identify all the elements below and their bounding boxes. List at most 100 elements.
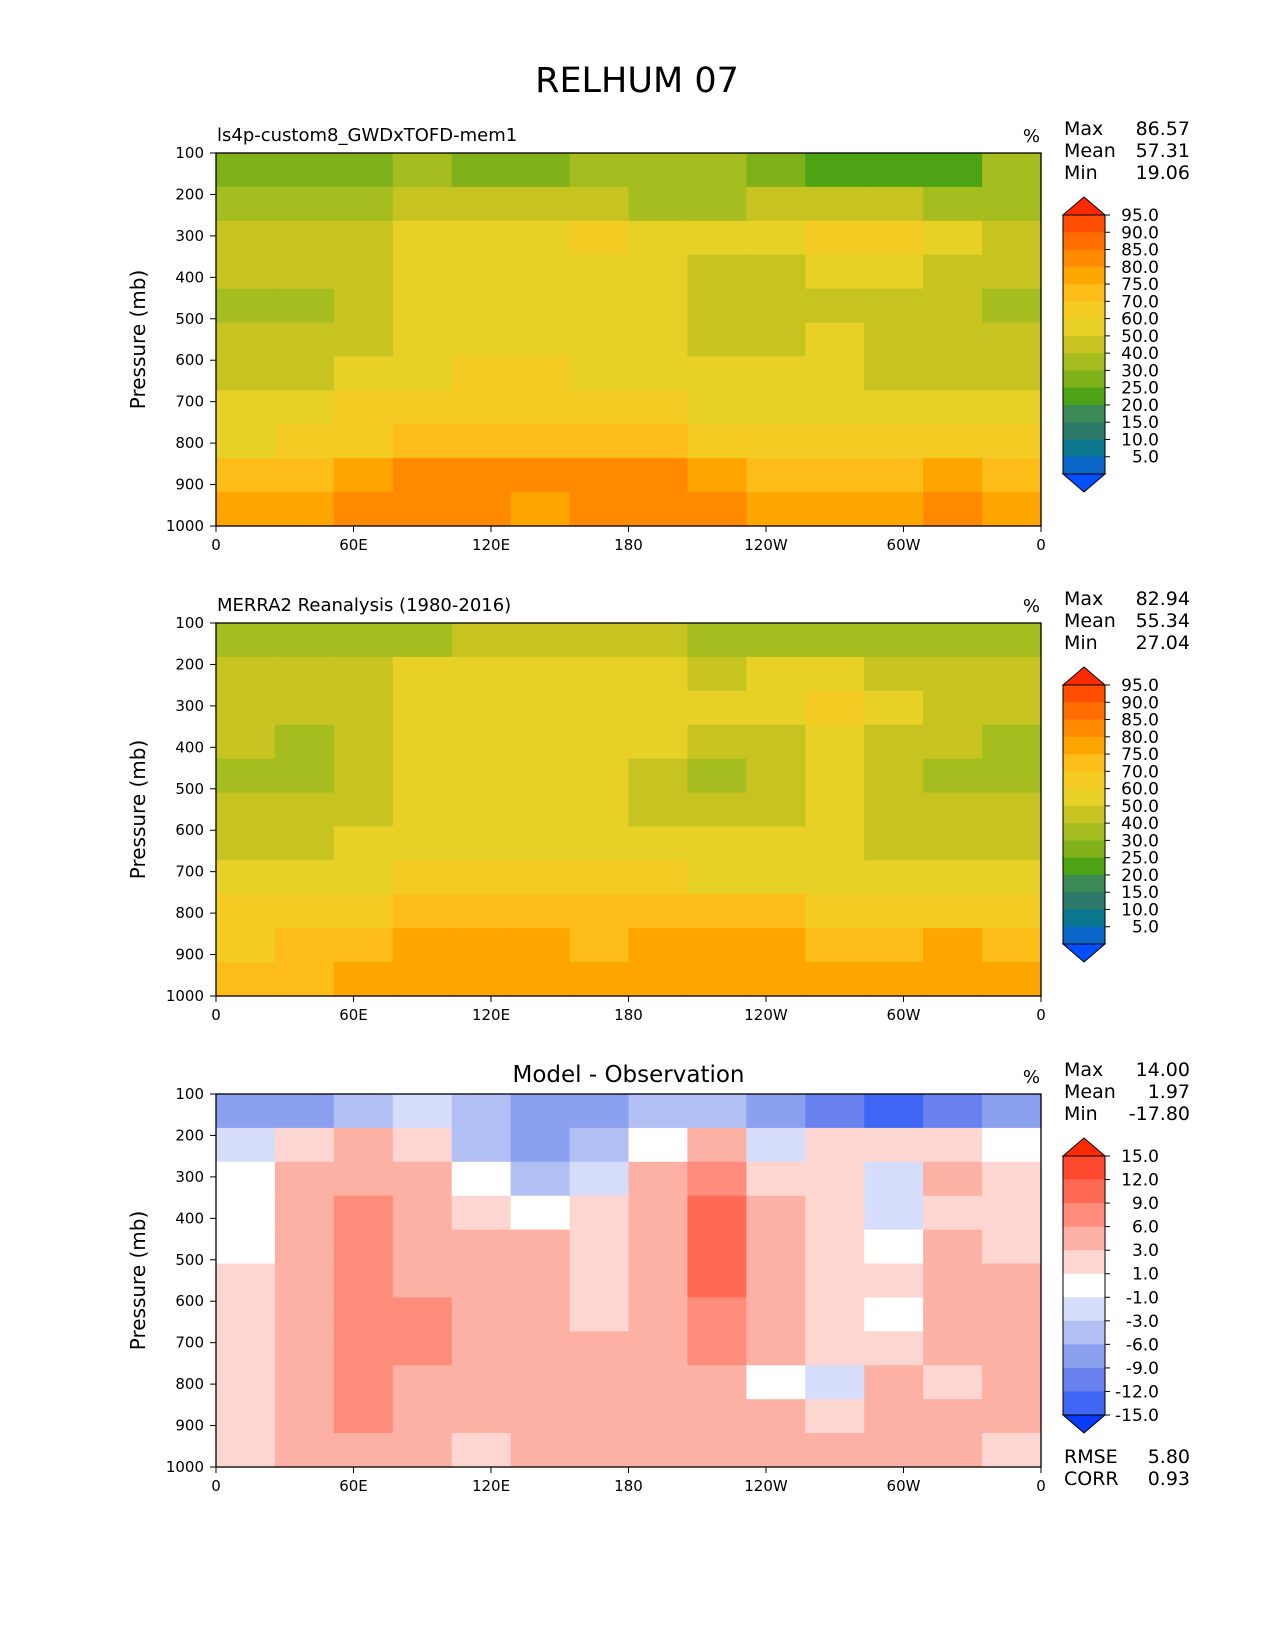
field-cell	[216, 186, 276, 222]
colorbar-swatch	[1063, 370, 1105, 389]
field-cell	[569, 322, 630, 358]
field-cell	[982, 220, 1042, 256]
field-cell	[274, 1433, 335, 1468]
field-cell	[451, 288, 512, 324]
colorbar-label: 80.0	[1121, 258, 1159, 278]
field-cell	[569, 1161, 630, 1197]
field-cell	[628, 153, 689, 188]
colorbar-label: 95.0	[1121, 676, 1159, 696]
field-cell	[746, 1161, 806, 1197]
field-cell	[864, 928, 924, 963]
colorbar-label: 15.0	[1121, 1147, 1159, 1167]
field-cell	[628, 1195, 689, 1231]
field-cell	[805, 656, 865, 692]
field-cells	[216, 153, 1042, 527]
field-cell	[746, 928, 806, 963]
field-cell	[746, 894, 806, 929]
y-tick-label: 600	[175, 1292, 204, 1310]
units-label: %	[1023, 1067, 1040, 1088]
field-cell	[216, 424, 276, 459]
field-cell	[510, 792, 571, 828]
field-cell	[333, 288, 394, 324]
field-cell	[805, 792, 865, 828]
field-cell	[805, 322, 865, 358]
field-cell	[628, 758, 689, 794]
field-cell	[923, 356, 983, 391]
field-cell	[746, 390, 806, 425]
y-tick-label: 1000	[166, 1458, 204, 1476]
colorbar: 95.090.085.080.075.070.060.050.040.030.0…	[1061, 196, 1159, 493]
field-cell	[864, 322, 924, 358]
field-cell	[982, 962, 1042, 997]
field-cell	[333, 492, 394, 527]
colorbar-swatch	[1063, 284, 1105, 302]
field-cell	[746, 1331, 806, 1366]
colorbar-swatch	[1063, 439, 1105, 458]
stat-value: 82.94	[1136, 588, 1190, 610]
colorbar-swatch	[1063, 1344, 1105, 1369]
field-cell	[923, 186, 983, 222]
colorbar-label: 90.0	[1121, 693, 1159, 713]
field-cell	[687, 1195, 747, 1231]
panel-title: ls4p-custom8_GWDxTOFD-mem1	[217, 125, 517, 146]
field-cell	[274, 1263, 335, 1299]
stat-value: 55.34	[1136, 610, 1190, 632]
colorbar-swatch	[1063, 840, 1105, 859]
units-label: %	[1023, 126, 1040, 147]
field-cell	[687, 1161, 747, 1197]
colorbar-label: 20.0	[1121, 396, 1159, 416]
colorbar: 95.090.085.080.075.070.060.050.040.030.0…	[1061, 666, 1159, 963]
field-cell	[569, 860, 630, 895]
x-tick-label: 0	[1036, 1006, 1046, 1024]
field-cell	[864, 254, 924, 290]
field-cell	[451, 1399, 512, 1434]
colorbar-label: 25.0	[1121, 849, 1159, 869]
field-cell	[392, 288, 453, 324]
field-cells	[216, 623, 1042, 997]
field-cell	[687, 1331, 747, 1366]
field-cell	[864, 1161, 924, 1197]
field-cell	[274, 1331, 335, 1366]
field-cell	[333, 623, 394, 658]
field-cell	[569, 1229, 630, 1265]
colorbar-label: 60.0	[1121, 310, 1159, 330]
y-axis-label: Pressure (mb)	[126, 270, 150, 410]
field-cell	[216, 1195, 276, 1231]
field-cell	[333, 792, 394, 828]
field-cell	[510, 758, 571, 794]
y-tick-label: 1000	[166, 987, 204, 1005]
panel-title: Model - Observation	[512, 1062, 744, 1088]
field-cell	[333, 390, 394, 425]
field-cell	[333, 1263, 394, 1299]
field-cell	[687, 690, 747, 726]
field-cell	[923, 860, 983, 895]
field-cell	[687, 153, 747, 188]
field-cell	[392, 1331, 453, 1366]
colorbar-swatch	[1063, 1320, 1105, 1345]
field-cell	[982, 656, 1042, 692]
colorbar-label: 1.0	[1132, 1265, 1159, 1285]
field-cell	[451, 1195, 512, 1231]
field-cell	[864, 1195, 924, 1231]
field-cell	[864, 1331, 924, 1366]
field-cell	[333, 1195, 394, 1231]
colorbar-label: -12.0	[1115, 1382, 1159, 1402]
field-cell	[923, 220, 983, 256]
field-cell	[216, 1229, 276, 1265]
colorbar-label: 85.0	[1121, 241, 1159, 261]
field-cell	[805, 356, 865, 391]
stat-label: Mean	[1064, 1081, 1116, 1103]
field-cell	[510, 492, 571, 527]
field-cell	[746, 1195, 806, 1231]
field-cell	[569, 390, 630, 425]
field-cell	[333, 458, 394, 493]
field-cell	[392, 356, 453, 391]
field-cell	[392, 1365, 453, 1400]
colorbar-label: -1.0	[1126, 1288, 1159, 1308]
y-tick-label: 200	[175, 655, 204, 673]
field-cell	[216, 826, 276, 861]
field-cell	[982, 690, 1042, 726]
field-cell	[923, 758, 983, 794]
field-cell	[628, 623, 689, 658]
field-cell	[687, 356, 747, 391]
